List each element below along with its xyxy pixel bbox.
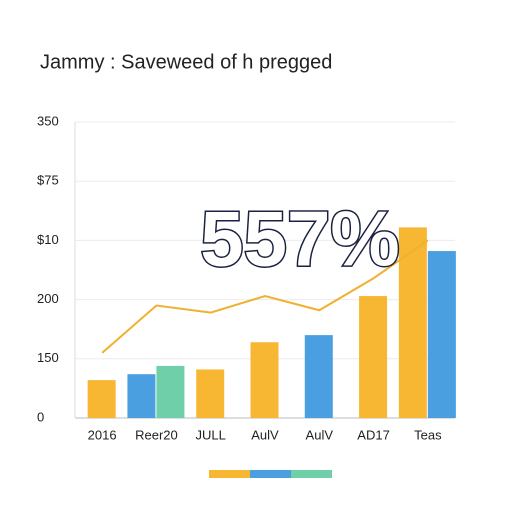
legend-swatch bbox=[291, 470, 332, 478]
bar bbox=[156, 365, 185, 418]
chart-title: Jammy : Saveweed of h pregged bbox=[40, 51, 332, 73]
y-tick-label: 0 bbox=[37, 409, 44, 424]
y-tick-label: 150 bbox=[37, 350, 59, 365]
legend-swatch bbox=[209, 470, 250, 478]
x-tick-label: Reer20 bbox=[135, 427, 178, 442]
x-tick-label: JULL bbox=[196, 427, 226, 442]
x-tick-label: 2016 bbox=[88, 427, 117, 442]
bar bbox=[87, 380, 116, 418]
x-tick-label: AulV bbox=[306, 427, 334, 442]
bar bbox=[250, 342, 279, 418]
y-tick-label: 200 bbox=[37, 291, 59, 306]
bar bbox=[304, 335, 333, 418]
trend-line bbox=[101, 239, 429, 354]
y-tick-label: $10 bbox=[37, 232, 59, 247]
x-tick-label: Teas bbox=[414, 427, 442, 442]
x-tick-label: AD17 bbox=[357, 427, 390, 442]
legend-swatch bbox=[250, 470, 291, 478]
bar bbox=[398, 227, 427, 418]
annotation: 557% bbox=[200, 195, 400, 283]
bar bbox=[196, 369, 225, 418]
bar bbox=[427, 251, 456, 418]
y-tick-label: $75 bbox=[37, 173, 59, 188]
bar bbox=[359, 296, 388, 418]
x-tick-label: AulV bbox=[251, 427, 279, 442]
y-tick-label: 350 bbox=[37, 113, 59, 128]
bar bbox=[127, 374, 156, 418]
